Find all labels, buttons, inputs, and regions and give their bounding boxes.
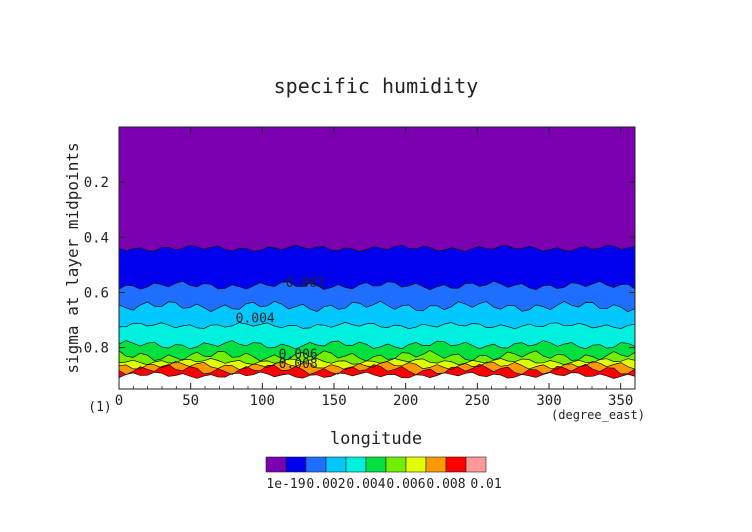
band-empty	[119, 372, 635, 389]
x-unit-label: (degree_east)	[551, 408, 645, 422]
contour-label: 0.002	[286, 276, 325, 291]
contour-label: 0.008	[279, 357, 318, 372]
band-level-4	[119, 322, 635, 349]
colorbar-swatch	[385, 456, 407, 473]
colorbar-swatch	[405, 456, 427, 473]
x-tick-label: 0	[115, 393, 123, 409]
colorbar-tick-label: 0.006	[386, 477, 425, 492]
band-level-3	[119, 301, 635, 329]
x-tick-label: 250	[465, 393, 490, 409]
colorbar-tick-label: 1e-19	[266, 477, 305, 492]
y-axis-title: sigma at layer midpoints	[63, 142, 82, 373]
contour-line-0.001	[119, 244, 635, 252]
colorbar-swatch	[465, 456, 487, 473]
y-tick-label: 0.8	[84, 341, 109, 357]
chart-title: specific humidity	[274, 74, 479, 98]
y-axis: 0.2 0.4 0.6 0.8	[84, 175, 635, 357]
contour-label: 0.006	[279, 348, 318, 363]
contour-line-0.006	[119, 350, 635, 362]
contour-line-0.005	[119, 340, 635, 350]
y-tick-label: 0.4	[84, 230, 109, 246]
contour-line-0.004	[119, 322, 635, 330]
x-tick-label: 350	[608, 393, 633, 409]
band-level-5	[119, 340, 635, 362]
y-tick-label: 0.6	[84, 285, 109, 301]
contour-line-0.002	[119, 280, 635, 291]
x-axis: 0 50 100 150 200 250 300 350	[115, 127, 633, 409]
x-tick-label: 300	[536, 393, 561, 409]
colorbar: 1e-19 0.002 0.004 0.006 0.008 0.01	[265, 456, 502, 492]
colorbar-swatch	[305, 456, 327, 473]
contour-label: 0.004	[236, 312, 275, 327]
contour-line-0.008	[119, 360, 635, 371]
colorbar-swatch	[445, 456, 467, 473]
x-tick-label: 200	[393, 393, 418, 409]
contour-line-0.003	[119, 300, 635, 313]
contour-fill-bands	[119, 127, 635, 389]
colorbar-swatch	[285, 456, 307, 473]
colorbar-tick-label: 0.002	[306, 477, 345, 492]
y-tick-label: 0.2	[84, 175, 109, 191]
contour-line-0.01	[119, 371, 635, 379]
band-level-1	[119, 245, 635, 290]
colorbar-tick-label: 0.008	[426, 477, 465, 492]
contour-lines	[119, 244, 635, 379]
y-unit-label: (1)	[88, 400, 111, 415]
colorbar-tick-label: 0.01	[470, 477, 501, 492]
x-axis-title: longitude	[330, 429, 422, 449]
colorbar-swatch	[345, 456, 367, 473]
x-tick-label: 150	[321, 393, 346, 409]
x-tick-label: 100	[250, 393, 275, 409]
colorbar-swatch	[265, 456, 287, 473]
colorbar-swatch	[365, 456, 387, 473]
x-tick-label: 50	[182, 393, 199, 409]
band-level-2	[119, 281, 635, 312]
contour-line-0.009	[119, 363, 635, 376]
colorbar-tick-label: 0.004	[346, 477, 385, 492]
colorbar-swatch	[325, 456, 347, 473]
contour-line-0.007	[119, 358, 635, 366]
band-level-8	[119, 361, 635, 375]
colorbar-swatch	[425, 456, 447, 473]
